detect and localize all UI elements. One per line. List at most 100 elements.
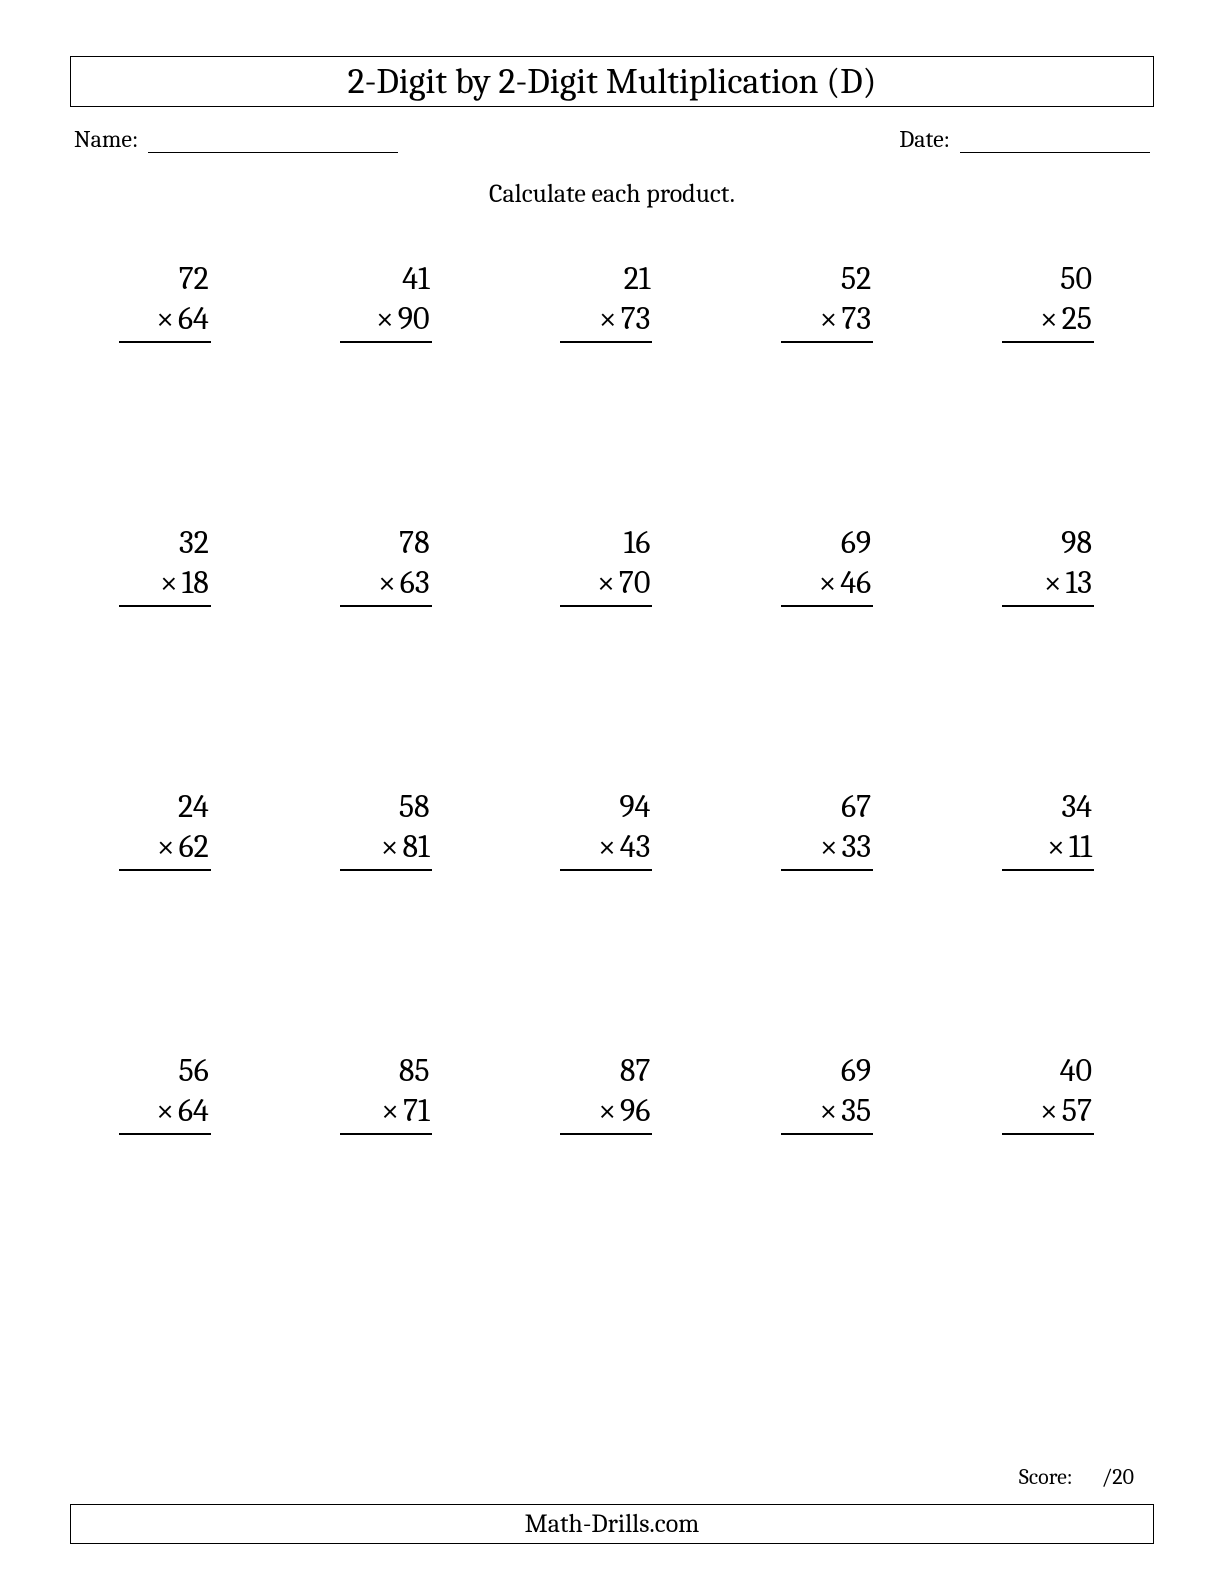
problems-grid: 72×6441×9021×7352×7350×2532×1878×6316×70… (70, 259, 1154, 1135)
multiply-icon: × (376, 300, 394, 337)
date-field: Date: (899, 125, 1150, 153)
multiplier: 73 (841, 300, 871, 337)
footer-box: Math-Drills.com (70, 1504, 1154, 1544)
multiplicand: 50 (1060, 259, 1094, 299)
multiplier-row: ×35 (781, 1091, 873, 1135)
problem: 58×81 (321, 787, 462, 871)
multiply-icon: × (820, 1092, 838, 1129)
multiply-icon: × (1040, 1092, 1058, 1129)
multiplier: 63 (400, 564, 430, 601)
multiply-icon: × (160, 564, 178, 601)
multiplier-row: ×62 (119, 827, 211, 871)
footer-text: Math-Drills.com (525, 1509, 700, 1539)
name-field: Name: (74, 125, 398, 153)
date-input-line[interactable] (960, 125, 1150, 153)
multiplier: 96 (620, 1092, 650, 1129)
problem: 69×46 (762, 523, 903, 607)
multiplicand: 40 (1060, 1051, 1094, 1091)
multiplier-row: ×43 (560, 827, 652, 871)
problem: 34×11 (983, 787, 1124, 871)
multiply-icon: × (1047, 828, 1065, 865)
name-date-row: Name: Date: (70, 125, 1154, 153)
multiply-icon: × (820, 300, 838, 337)
multiplier-row: ×73 (560, 299, 652, 343)
multiplicand: 78 (399, 523, 432, 563)
problem: 85×71 (321, 1051, 462, 1135)
multiplier-row: ×96 (560, 1091, 652, 1135)
problem: 98×13 (983, 523, 1124, 607)
multiply-icon: × (381, 1092, 399, 1129)
page-title: 2-Digit by 2-Digit Multiplication (D) (71, 61, 1153, 102)
problem: 50×25 (983, 259, 1124, 343)
multiplier: 11 (1069, 828, 1092, 865)
multiplier-row: ×81 (340, 827, 432, 871)
multiplier-row: ×64 (119, 1091, 211, 1135)
multiplier-row: ×13 (1002, 563, 1094, 607)
multiplicand: 69 (841, 1051, 873, 1091)
date-label: Date: (899, 125, 950, 153)
multiplicand: 41 (402, 259, 431, 299)
multiplier: 43 (620, 828, 651, 865)
multiply-icon: × (820, 828, 838, 865)
problem: 32×18 (100, 523, 241, 607)
problem: 41×90 (321, 259, 462, 343)
multiplier-row: ×73 (781, 299, 873, 343)
problem: 72×64 (100, 259, 241, 343)
multiplier: 25 (1062, 300, 1092, 337)
multiplicand: 21 (624, 259, 653, 299)
multiply-icon: × (156, 1092, 174, 1129)
score-row: Score: /20 (70, 1464, 1154, 1490)
name-input-line[interactable] (148, 125, 398, 153)
multiplicand: 32 (179, 523, 211, 563)
multiply-icon: × (381, 828, 399, 865)
problem: 69×35 (762, 1051, 903, 1135)
multiplier: 90 (398, 300, 430, 337)
problem: 78×63 (321, 523, 462, 607)
problem: 94×43 (542, 787, 683, 871)
multiplicand: 69 (841, 523, 873, 563)
multiplicand: 67 (841, 787, 873, 827)
multiply-icon: × (598, 828, 616, 865)
score-denominator: /20 (1101, 1464, 1134, 1490)
problem: 67×33 (762, 787, 903, 871)
name-label: Name: (74, 125, 138, 153)
multiplier: 64 (178, 300, 209, 337)
problem: 87×96 (542, 1051, 683, 1135)
instruction-text: Calculate each product. (70, 179, 1154, 209)
multiply-icon: × (156, 300, 174, 337)
title-box: 2-Digit by 2-Digit Multiplication (D) (70, 56, 1154, 107)
multiply-icon: × (378, 564, 396, 601)
problem: 16×70 (542, 523, 683, 607)
multiplier-row: ×90 (340, 299, 432, 343)
multiply-icon: × (157, 828, 175, 865)
multiplier-row: ×70 (560, 563, 652, 607)
multiply-icon: × (598, 1092, 616, 1129)
multiplicand: 16 (624, 523, 653, 563)
multiplicand: 24 (178, 787, 211, 827)
multiplier: 62 (179, 828, 209, 865)
multiplier-row: ×25 (1002, 299, 1094, 343)
multiplier: 57 (1062, 1092, 1092, 1129)
multiplier-row: ×46 (781, 563, 873, 607)
multiply-icon: × (599, 300, 617, 337)
multiplicand: 94 (619, 787, 652, 827)
problem: 21×73 (542, 259, 683, 343)
multiplicand: 72 (179, 259, 211, 299)
multiplier: 33 (842, 828, 872, 865)
multiply-icon: × (819, 564, 837, 601)
problem: 40×57 (983, 1051, 1124, 1135)
multiply-icon: × (1044, 564, 1062, 601)
multiplicand: 52 (841, 259, 873, 299)
multiplier-row: ×64 (119, 299, 211, 343)
score-label: Score: (1019, 1464, 1072, 1490)
problem: 24×62 (100, 787, 241, 871)
problem: 52×73 (762, 259, 903, 343)
footer-area: Score: /20 Math-Drills.com (70, 1464, 1154, 1544)
multiplicand: 87 (620, 1051, 653, 1091)
multiplier: 35 (841, 1092, 871, 1129)
multiplier: 70 (619, 564, 651, 601)
multiplier-row: ×71 (340, 1091, 432, 1135)
multiply-icon: × (1040, 300, 1058, 337)
multiplier: 18 (182, 564, 209, 601)
multiplicand: 98 (1061, 523, 1094, 563)
